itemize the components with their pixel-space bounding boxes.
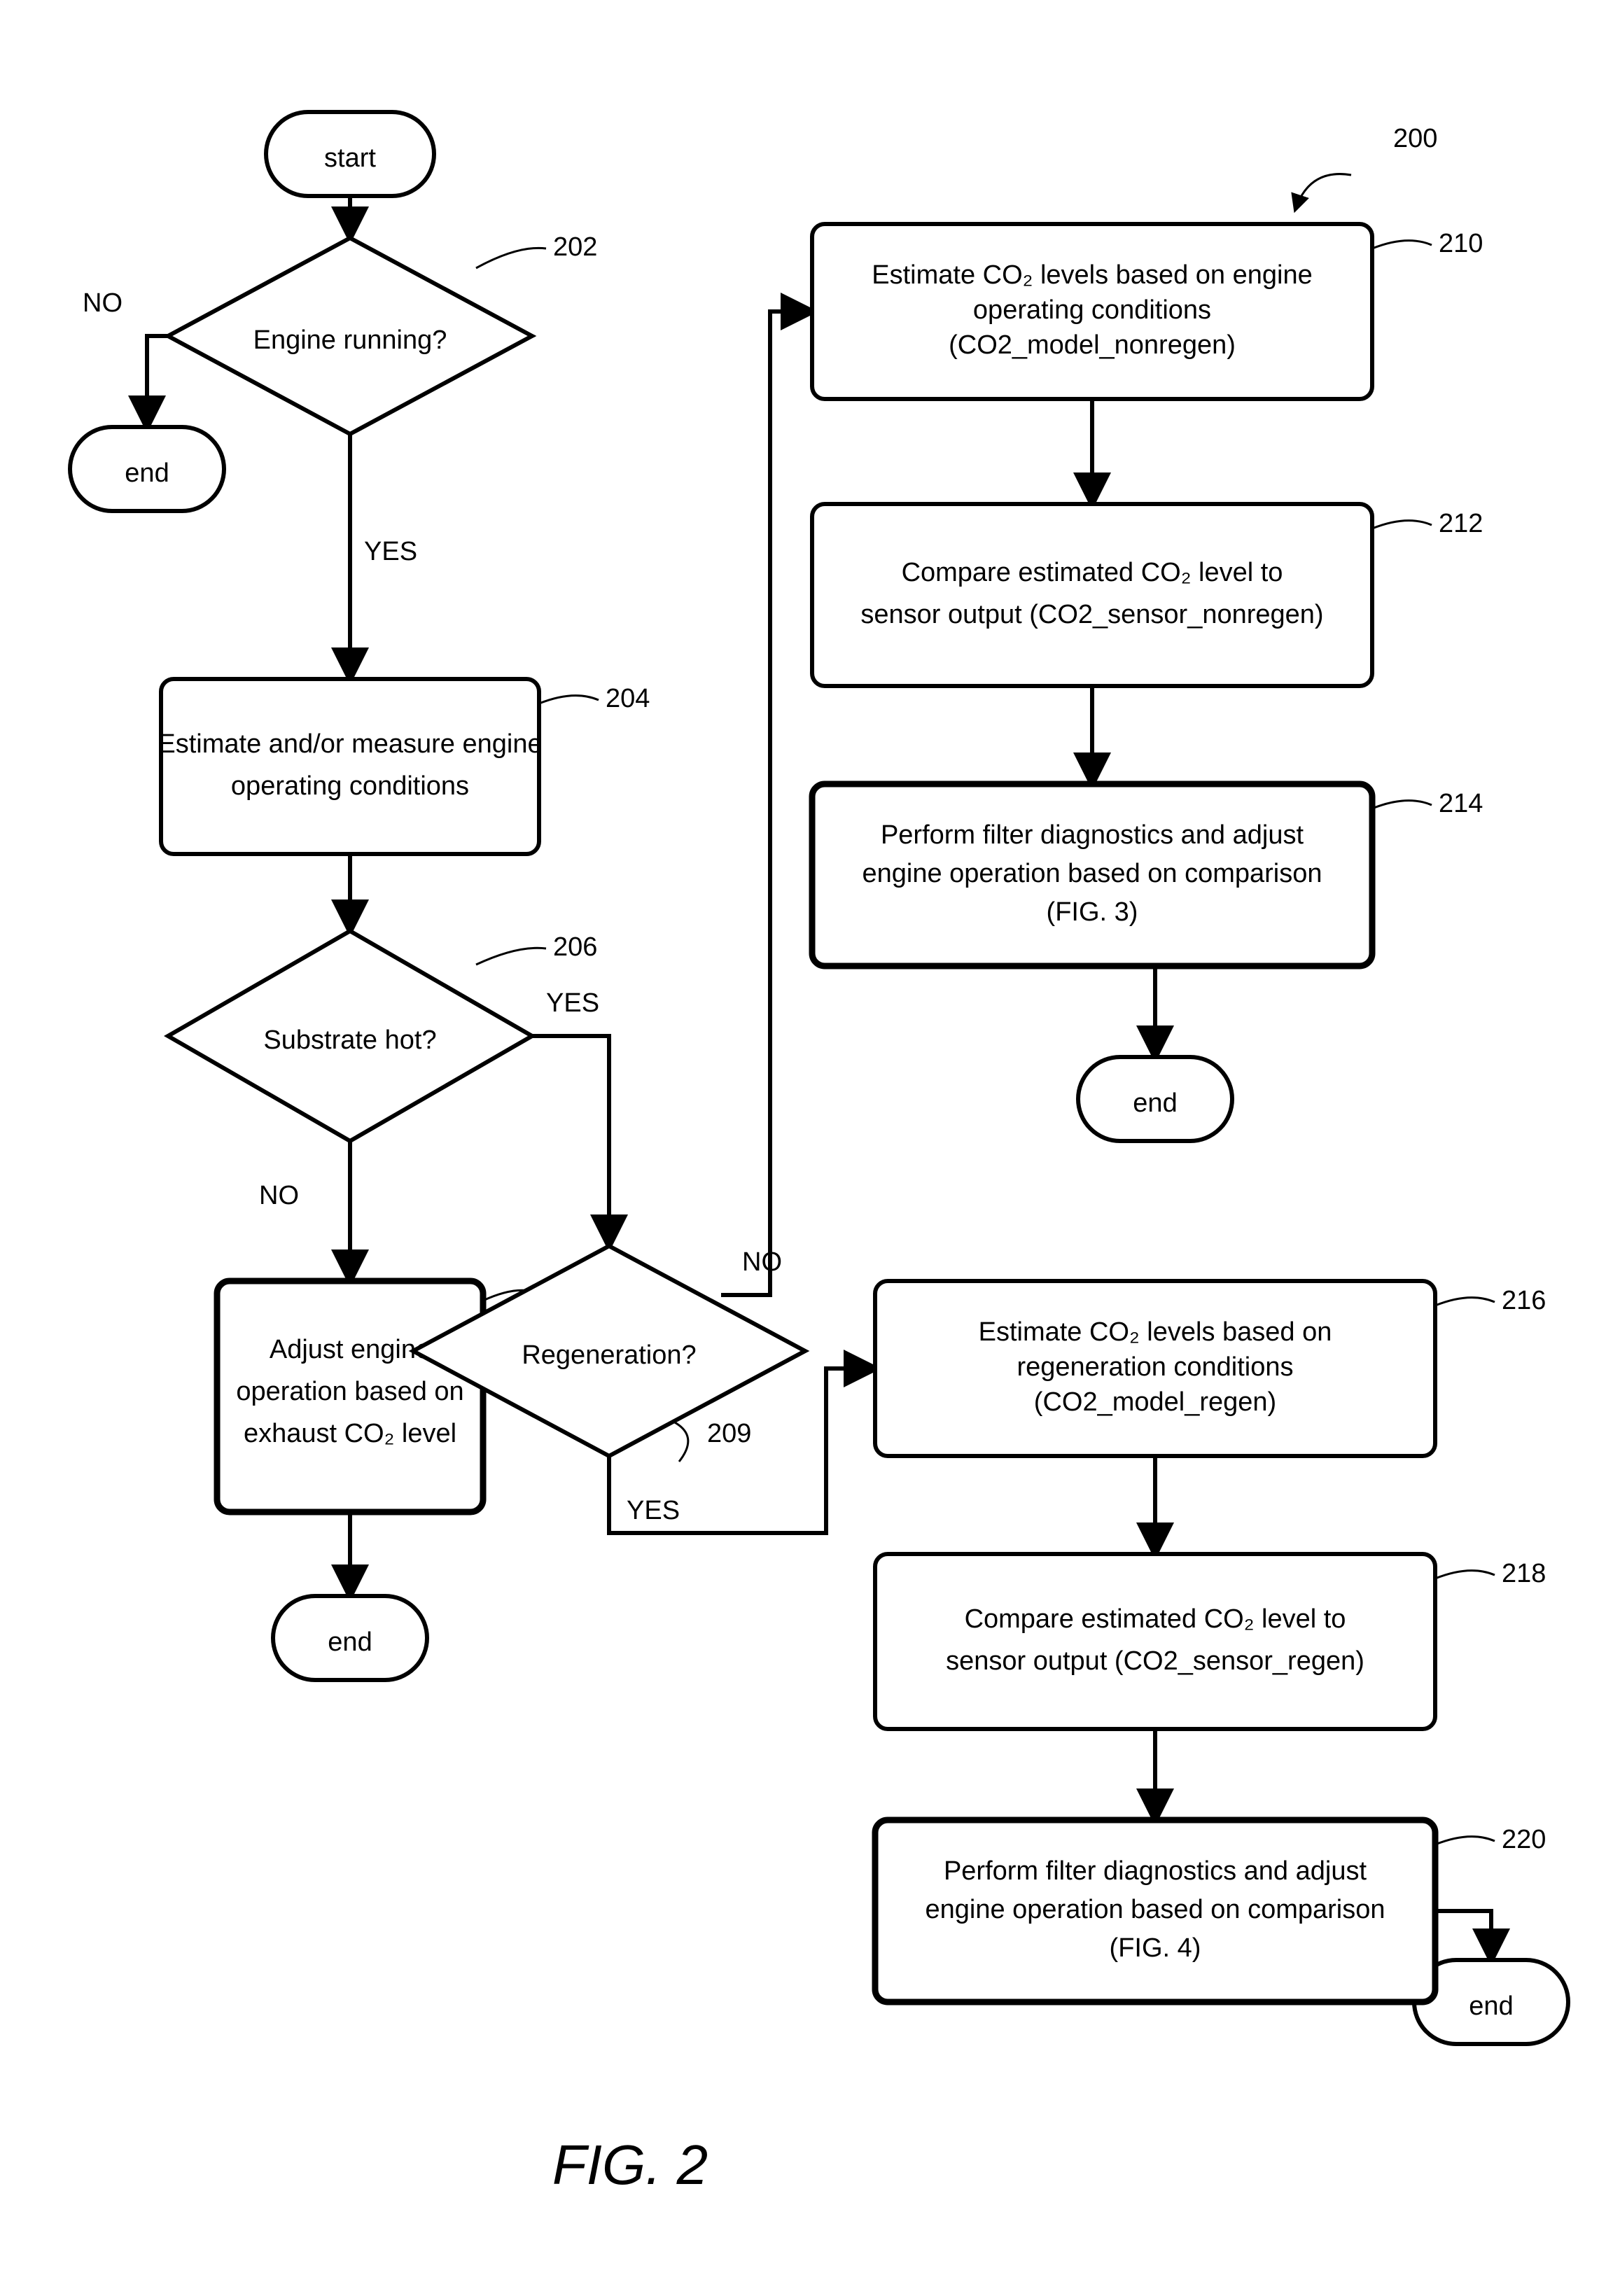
svg-text:Substrate hot?: Substrate hot? (263, 1026, 436, 1055)
svg-text:operating conditions: operating conditions (231, 771, 469, 801)
process-212: Compare estimated CO₂ level to sensor ou… (812, 504, 1483, 686)
svg-text:206: 206 (553, 932, 597, 962)
svg-text:operation based on: operation based on (236, 1377, 463, 1406)
svg-text:Perform filter diagnostics and: Perform filter diagnostics and adjust (881, 820, 1304, 850)
svg-text:start: start (324, 144, 376, 173)
svg-text:Estimate CO₂ levels based on: Estimate CO₂ levels based on (979, 1317, 1332, 1347)
svg-text:214: 214 (1439, 789, 1483, 818)
process-218: Compare estimated CO₂ level to sensor ou… (875, 1554, 1546, 1729)
svg-text:end: end (1133, 1088, 1177, 1118)
svg-text:(FIG. 4): (FIG. 4) (1110, 1933, 1201, 1963)
svg-text:Compare estimated CO₂ level t: Compare estimated CO₂ level to (902, 558, 1283, 587)
svg-text:regeneration conditions: regeneration conditions (1017, 1352, 1293, 1382)
svg-text:Perform filter diagnostics and: Perform filter diagnostics and adjust (944, 1856, 1367, 1886)
svg-text:Estimate CO₂ levels based on e: Estimate CO₂ levels based on engine (872, 260, 1312, 290)
svg-text:NO: NO (259, 1181, 299, 1210)
svg-text:YES: YES (364, 537, 417, 566)
svg-text:Engine running?: Engine running? (253, 326, 447, 355)
svg-text:engine operation based on comp: engine operation based on comparison (862, 859, 1322, 888)
svg-text:(CO2_model_nonregen): (CO2_model_nonregen) (949, 330, 1236, 360)
svg-text:end: end (125, 458, 169, 488)
svg-text:212: 212 (1439, 509, 1483, 538)
svg-text:YES: YES (627, 1496, 680, 1525)
svg-text:YES: YES (546, 988, 599, 1018)
svg-text:220: 220 (1502, 1825, 1546, 1854)
svg-text:operating conditions: operating conditions (973, 295, 1211, 325)
svg-text:sensor output (CO2_sensor_nonr: sensor output (CO2_sensor_nonregen) (860, 600, 1323, 629)
svg-text:(FIG. 3): (FIG. 3) (1047, 897, 1138, 927)
decision-engine-running: Engine running? 202 (168, 232, 597, 434)
terminal-end-b: end (273, 1596, 427, 1680)
process-216: Estimate CO₂ levels based on regeneratio… (875, 1281, 1546, 1456)
terminal-end-c: end (1078, 1057, 1232, 1141)
svg-text:218: 218 (1502, 1559, 1546, 1588)
terminal-start: start (266, 112, 434, 196)
process-214: Perform filter diagnostics and adjust en… (812, 784, 1483, 966)
process-210: Estimate CO₂ levels based on engine oper… (812, 224, 1483, 399)
svg-text:Estimate and/or measure engine: Estimate and/or measure engine (158, 729, 542, 759)
decision-substrate-hot: Substrate hot? 206 (168, 931, 597, 1141)
svg-text:NO: NO (83, 288, 123, 318)
process-204: Estimate and/or measure engine operating… (158, 679, 650, 854)
flowchart: 200 NO YES NO (0, 0, 1613, 2296)
figure-number: 200 (1393, 124, 1437, 153)
svg-text:Compare estimated CO₂ level t: Compare estimated CO₂ level to (965, 1604, 1346, 1634)
svg-text:Adjust engine: Adjust engine (270, 1335, 431, 1364)
svg-text:204: 204 (606, 684, 650, 713)
svg-text:NO: NO (742, 1247, 782, 1277)
svg-text:exhaust CO₂ level: exhaust CO₂ level (244, 1419, 456, 1448)
figure-caption: FIG. 2 (552, 2134, 708, 2196)
svg-text:end: end (328, 1628, 372, 1657)
svg-text:202: 202 (553, 232, 597, 262)
svg-text:(CO2_model_regen): (CO2_model_regen) (1034, 1387, 1276, 1417)
svg-text:209: 209 (707, 1419, 751, 1448)
svg-text:216: 216 (1502, 1286, 1546, 1315)
terminal-end-a: end (70, 427, 224, 511)
svg-text:Regeneration?: Regeneration? (522, 1340, 696, 1370)
figure-swoosh (1295, 174, 1351, 210)
svg-text:sensor output (CO2_sensor_reg: sensor output (CO2_sensor_regen) (946, 1646, 1364, 1676)
svg-text:end: end (1469, 1991, 1513, 2021)
svg-text:210: 210 (1439, 229, 1483, 258)
svg-text:engine operation based on comp: engine operation based on comparison (925, 1895, 1385, 1924)
